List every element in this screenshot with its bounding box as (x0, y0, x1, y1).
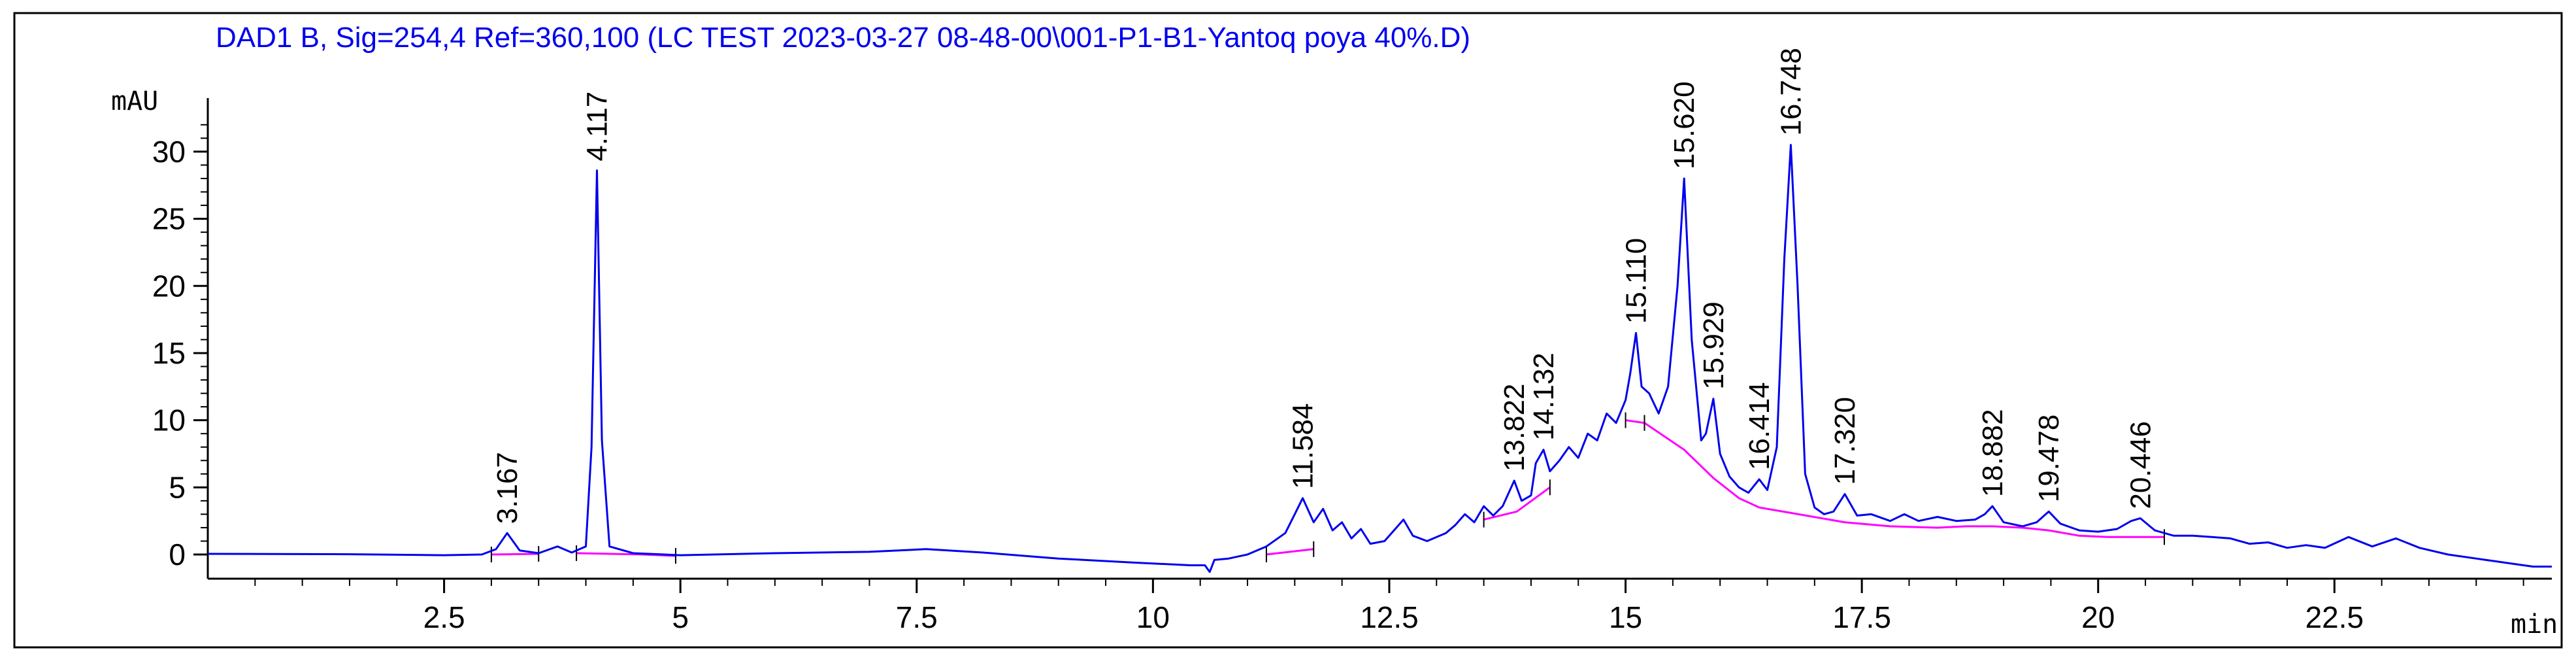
y-tick-label: 30 (152, 135, 186, 169)
outer-frame (13, 12, 2563, 649)
peak-label-16-414: 16.414 (1743, 382, 1775, 470)
integration-baseline (1266, 548, 1314, 556)
x-tick-label: 15 (1609, 600, 1642, 634)
x-tick-label: 10 (1136, 600, 1170, 634)
peak-label-4-117: 4.117 (582, 92, 614, 162)
y-tick-label: 5 (169, 470, 186, 504)
peak-label-3-167: 3.167 (491, 452, 523, 524)
peak-label-20-446: 20.446 (2124, 421, 2156, 509)
plot-area: 0 5 10 15 20 25 30 2.5 5 7.5 10 12.5 15 17.5 20 22.5 3.1… (152, 48, 2552, 634)
x-tick-label: 20 (2081, 600, 2115, 634)
x-tick-label: 7.5 (896, 600, 938, 634)
y-tick-label: 15 (152, 336, 186, 370)
peak-label-13-822: 13.822 (1498, 384, 1530, 472)
peak-label-19-478: 19.478 (2033, 415, 2065, 503)
signal-trace (207, 144, 2552, 573)
peak-label-16-748: 16.748 (1775, 48, 1807, 136)
y-tick-label: 25 (152, 202, 186, 236)
y-tick-label: 20 (152, 269, 186, 303)
peak-label-18-882: 18.882 (1977, 409, 2009, 497)
y-tick-label: 0 (169, 537, 186, 571)
peak-label-15-110: 15.110 (1620, 238, 1652, 324)
chart-title: DAD1 B, Sig=254,4 Ref=360,100 (LC TEST 2… (216, 22, 1470, 54)
integration-baseline (1483, 486, 1551, 521)
x-tick-label: 22.5 (2305, 600, 2364, 634)
y-axis-unit-label: mAU (111, 86, 158, 116)
x-tick-label: 5 (672, 600, 689, 634)
y-tick-label: 10 (152, 403, 186, 437)
x-tick-label: 12.5 (1360, 600, 1419, 634)
integration-baseline (1625, 419, 1645, 424)
integration-baseline (1643, 422, 2164, 538)
x-axis-unit-label: min (2511, 609, 2558, 639)
peak-label-11-584: 11.584 (1287, 403, 1319, 489)
peak-label-14-132: 14.132 (1528, 352, 1560, 441)
x-tick-label: 2.5 (423, 600, 465, 634)
peak-label-15-929: 15.929 (1698, 301, 1730, 390)
x-tick-label: 17.5 (1832, 600, 1891, 634)
peak-label-15-620: 15.620 (1668, 81, 1700, 169)
peak-label-17-320: 17.320 (1829, 397, 1861, 485)
